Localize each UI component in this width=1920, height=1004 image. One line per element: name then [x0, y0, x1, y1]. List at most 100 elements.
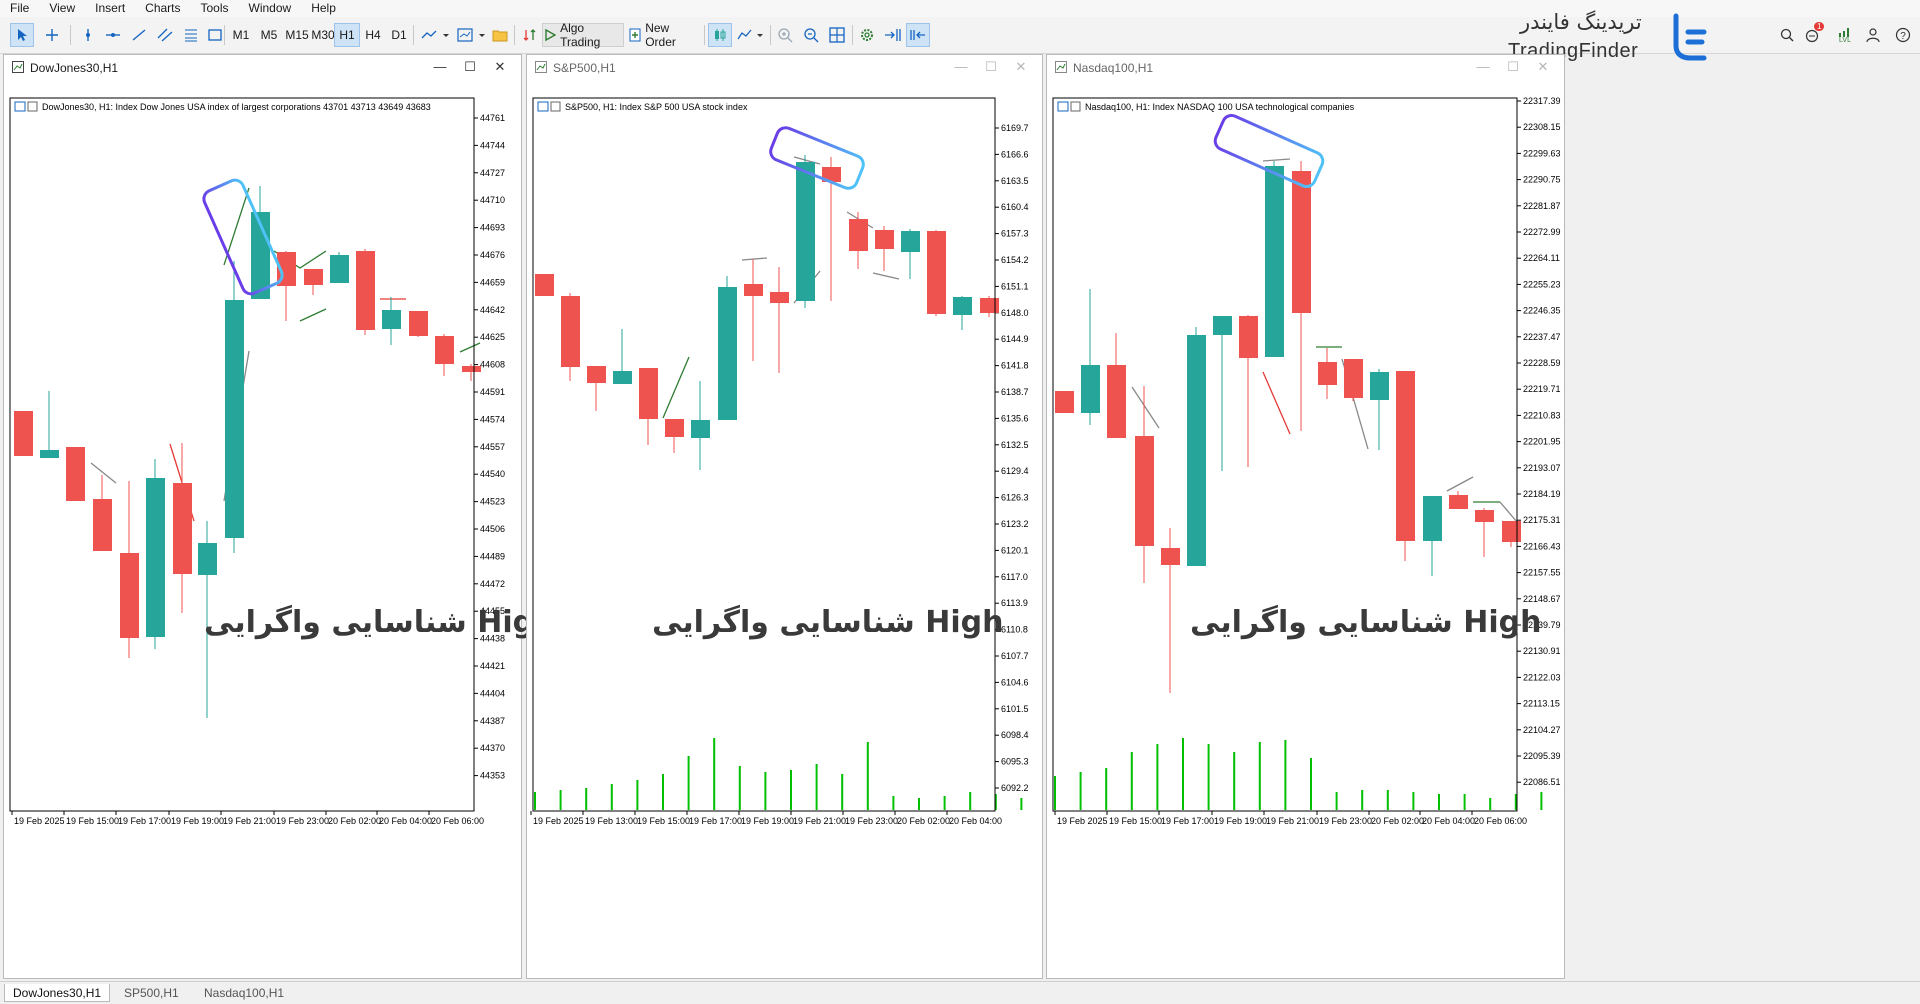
- maximize-icon[interactable]: ☐: [464, 59, 476, 74]
- price-tick-label: 6166.6: [1001, 149, 1029, 159]
- maximize-icon[interactable]: ☐: [1507, 59, 1519, 74]
- tf-m15[interactable]: M15: [285, 28, 309, 42]
- price-tick-label: 22237.47: [1523, 332, 1561, 342]
- channel-icon[interactable]: [154, 23, 176, 47]
- crosshair-icon[interactable]: [40, 23, 64, 47]
- time-tick-label: 19 Feb 19:00: [1214, 816, 1267, 826]
- divergence-line: [1131, 386, 1160, 429]
- price-tick-label: 6095.3: [1001, 757, 1029, 767]
- tab-dowjones[interactable]: DowJones30,H1: [4, 984, 111, 1002]
- horizontal-line-icon[interactable]: [102, 23, 124, 47]
- trendline-icon[interactable]: [128, 23, 150, 47]
- price-tick-label: 44387: [480, 716, 505, 726]
- new-order-button[interactable]: New Order: [628, 21, 700, 49]
- tab-sp500[interactable]: SP500,H1: [124, 986, 179, 1000]
- minimize-icon[interactable]: —: [433, 59, 447, 74]
- price-tick-label: 22272.99: [1523, 227, 1561, 237]
- fibonacci-icon[interactable]: [180, 23, 202, 47]
- menu-tools[interactable]: Tools: [200, 1, 229, 15]
- time-tick-label: 20 Feb 02:00: [897, 816, 950, 826]
- price-tick-label: 6113.9: [1001, 598, 1028, 608]
- account-icon[interactable]: [1862, 23, 1884, 47]
- shapes-icon[interactable]: [204, 23, 226, 47]
- menu-file[interactable]: File: [10, 1, 30, 15]
- close-icon[interactable]: ✕: [1015, 59, 1027, 74]
- chart-canvas[interactable]: Nasdaq100, H1: Index NASDAQ 100 USA tech…: [1047, 81, 1564, 978]
- tf-m5[interactable]: M5: [260, 28, 278, 42]
- price-tick-label: 6123.2: [1001, 519, 1029, 529]
- tf-h4[interactable]: H4: [365, 28, 381, 42]
- price-tick-label: 44557: [480, 442, 505, 452]
- candle-body: [1370, 372, 1389, 400]
- price-tick-label: 6107.7: [1001, 651, 1029, 661]
- vertical-line-icon[interactable]: [78, 23, 98, 47]
- algo-trading-label: Algo Trading: [560, 21, 601, 49]
- candle-body: [1344, 359, 1363, 398]
- candle-body: [40, 450, 59, 458]
- price-tick-label: 44693: [480, 223, 505, 233]
- window-titlebar[interactable]: Nasdaq100,H1 — ☐ ✕: [1047, 55, 1564, 81]
- price-tick-label: 44489: [480, 551, 505, 561]
- candle-body: [1239, 316, 1258, 358]
- menu-help[interactable]: Help: [311, 1, 336, 15]
- indicator-icon: [550, 101, 561, 112]
- chart-window-nasdaq[interactable]: Nasdaq100,H1 — ☐ ✕ Nasdaq100, H1: Index NA…: [1046, 54, 1565, 979]
- menu-charts[interactable]: Charts: [145, 1, 181, 15]
- maximize-icon[interactable]: ☐: [985, 59, 997, 74]
- signals-icon[interactable]: [520, 23, 540, 47]
- menu-view[interactable]: View: [49, 1, 76, 15]
- candle-body: [927, 231, 946, 314]
- candle-body: [435, 336, 454, 364]
- zoom-in-icon[interactable]: [774, 23, 796, 47]
- algo-trading-button[interactable]: Algo Trading: [542, 21, 624, 49]
- menu-bar: File View Insert Charts Tools Window Help: [0, 0, 1920, 17]
- close-icon[interactable]: ✕: [494, 59, 506, 74]
- gear-icon[interactable]: [856, 23, 878, 47]
- price-tick-label: 22139.79: [1523, 620, 1561, 630]
- autoscroll-icon[interactable]: [882, 23, 904, 47]
- chart-window-dowjones[interactable]: DowJones30,H1 — ☐ ✕ DowJones30, H1: Index …: [3, 54, 555, 979]
- minimize-icon[interactable]: —: [1476, 59, 1490, 74]
- candle-body: [1135, 436, 1154, 546]
- price-tick-label: 6101.5: [1001, 704, 1029, 714]
- time-tick-label: 19 Feb 13:00: [585, 816, 638, 826]
- line-chart-icon[interactable]: [735, 23, 767, 47]
- window-titlebar[interactable]: DowJones30,H1 — ☐ ✕: [4, 55, 521, 81]
- divergence-highlight-box: [1213, 113, 1325, 189]
- search-icon[interactable]: [1777, 23, 1797, 47]
- zoom-out-icon[interactable]: [800, 23, 822, 47]
- divergence-line: [1499, 501, 1518, 523]
- tf-h1[interactable]: H1: [334, 23, 360, 47]
- indicators-icon[interactable]: [418, 23, 452, 47]
- candle-body: [796, 162, 815, 301]
- folder-icon[interactable]: [489, 23, 511, 47]
- svg-text:?: ?: [1900, 31, 1906, 42]
- tab-nasdaq[interactable]: Nasdaq100,H1: [204, 986, 285, 1000]
- menu-window[interactable]: Window: [248, 1, 292, 15]
- templates-icon[interactable]: [454, 23, 488, 47]
- menu-insert[interactable]: Insert: [95, 1, 126, 15]
- chart-canvas[interactable]: DowJones30, H1: Index Dow Jones USA inde…: [4, 81, 521, 978]
- tf-m1[interactable]: M1: [232, 28, 250, 42]
- chart-shift-icon[interactable]: [906, 23, 930, 47]
- chart-info-text: DowJones30, H1: Index Dow Jones USA inde…: [42, 102, 431, 112]
- indicator-icon: [27, 101, 38, 112]
- window-titlebar[interactable]: S&P500,H1 — ☐ ✕: [527, 55, 1042, 81]
- divergence-line: [1262, 158, 1291, 162]
- chart-canvas[interactable]: S&P500, H1: Index S&P 500 USA stock inde…: [527, 81, 1042, 978]
- chart-window-sp500[interactable]: S&P500,H1 — ☐ ✕ S&P500, H1: Index S&P 500 …: [526, 54, 1043, 979]
- candle-body: [14, 411, 33, 456]
- cursor-tool-icon[interactable]: [10, 23, 34, 47]
- minimize-icon[interactable]: —: [954, 59, 968, 74]
- price-tick-label: 6138.7: [1001, 387, 1029, 397]
- close-icon[interactable]: ✕: [1537, 59, 1549, 74]
- candles-icon[interactable]: [708, 23, 732, 47]
- tile-windows-icon[interactable]: [826, 23, 848, 47]
- help-icon[interactable]: ?: [1892, 23, 1914, 47]
- candle-body: [639, 368, 658, 419]
- notifications-icon[interactable]: 1: [1802, 22, 1825, 47]
- candle-body: [1396, 371, 1415, 541]
- price-tick-label: 22281.87: [1523, 201, 1561, 211]
- tf-d1[interactable]: D1: [391, 28, 407, 42]
- tf-m30[interactable]: M30: [311, 28, 335, 42]
